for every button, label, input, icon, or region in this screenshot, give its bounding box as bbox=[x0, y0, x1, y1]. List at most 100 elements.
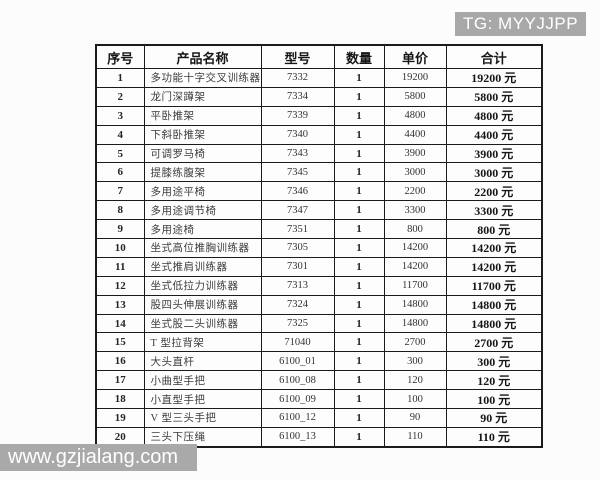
cell-no: 7 bbox=[95, 181, 145, 202]
cell-name: 坐式低拉力训练器 bbox=[143, 275, 262, 296]
table-row: 18 小直型手把 6100_09 1 100 100 元 bbox=[95, 389, 543, 410]
cell-name: 多用途平椅 bbox=[143, 181, 262, 202]
cell-unit_price: 300 bbox=[383, 351, 447, 372]
cell-unit_price: 110 bbox=[383, 426, 447, 448]
cell-unit_price: 2200 bbox=[383, 181, 447, 202]
cell-no: 12 bbox=[95, 275, 145, 296]
table-row: 9 多用途椅 7351 1 800 800 元 bbox=[95, 219, 543, 240]
cell-total: 300 元 bbox=[445, 351, 543, 372]
cell-no: 15 bbox=[95, 332, 145, 353]
cell-unit_price: 14200 bbox=[383, 238, 447, 258]
cell-no: 9 bbox=[95, 219, 145, 240]
cell-unit_price: 3900 bbox=[383, 143, 447, 164]
cell-total: 4800 元 bbox=[445, 105, 543, 126]
cell-qty: 1 bbox=[333, 219, 385, 240]
cell-qty: 1 bbox=[333, 351, 385, 372]
cell-name: 小曲型手把 bbox=[143, 370, 262, 391]
table-row: 8 多用途调节椅 7347 1 3300 3300 元 bbox=[95, 200, 543, 221]
cell-total: 100 元 bbox=[445, 389, 543, 410]
cell-qty: 1 bbox=[333, 294, 385, 315]
cell-total: 120 元 bbox=[445, 370, 543, 391]
cell-model: 6100_09 bbox=[260, 389, 335, 410]
cell-unit_price: 800 bbox=[383, 219, 447, 240]
cell-model: 6100_08 bbox=[260, 370, 335, 391]
cell-total: 19200 元 bbox=[445, 68, 543, 88]
cell-unit_price: 11700 bbox=[383, 275, 447, 296]
cell-name: 三头下压绳 bbox=[143, 426, 262, 448]
cell-unit_price: 19200 bbox=[383, 68, 447, 88]
cell-no: 16 bbox=[95, 351, 145, 372]
cell-name: T 型拉背架 bbox=[143, 332, 262, 353]
table-row: 16 大头直杆 6100_01 1 300 300 元 bbox=[95, 351, 543, 372]
cell-model: 7334 bbox=[260, 86, 335, 107]
header-no: 序号 bbox=[95, 44, 145, 69]
cell-qty: 1 bbox=[333, 332, 385, 353]
table-row: 17 小曲型手把 6100_08 1 120 120 元 bbox=[95, 370, 543, 391]
cell-no: 2 bbox=[95, 86, 145, 107]
cell-name: 龙门深蹲架 bbox=[143, 86, 262, 107]
telegram-watermark: TG: MYYJJPP bbox=[455, 12, 586, 36]
cell-qty: 1 bbox=[333, 86, 385, 107]
cell-model: 7301 bbox=[260, 256, 335, 277]
cell-unit_price: 14800 bbox=[383, 313, 447, 334]
table-row: 14 坐式股二头训练器 7325 1 14800 14800 元 bbox=[95, 313, 543, 334]
cell-total: 5800 元 bbox=[445, 86, 543, 107]
cell-unit_price: 100 bbox=[383, 389, 447, 410]
cell-total: 90 元 bbox=[445, 408, 543, 428]
cell-name: 平卧推架 bbox=[143, 105, 262, 126]
header-qty: 数量 bbox=[333, 44, 385, 69]
cell-unit_price: 14200 bbox=[383, 256, 447, 277]
cell-model: 7345 bbox=[260, 162, 335, 183]
cell-model: 7346 bbox=[260, 181, 335, 202]
cell-model: 7332 bbox=[260, 68, 335, 88]
cell-name: 可调罗马椅 bbox=[143, 143, 262, 164]
table-row: 19 V 型三头手把 6100_12 1 90 90 元 bbox=[95, 408, 543, 428]
cell-unit_price: 90 bbox=[383, 408, 447, 428]
cell-model: 7324 bbox=[260, 294, 335, 315]
table-header-row: 序号 产品名称 型号 数量 单价 合计 bbox=[95, 44, 543, 69]
cell-no: 6 bbox=[95, 162, 145, 183]
cell-name: 多功能十字交叉训练器 bbox=[143, 68, 262, 88]
cell-qty: 1 bbox=[333, 313, 385, 334]
header-name: 产品名称 bbox=[143, 44, 262, 69]
cell-model: 7305 bbox=[260, 238, 335, 258]
cell-name: 股四头伸展训练器 bbox=[143, 294, 262, 315]
cell-qty: 1 bbox=[333, 124, 385, 145]
cell-name: 坐式股二头训练器 bbox=[143, 313, 262, 334]
table-row: 5 可调罗马椅 7343 1 3900 3900 元 bbox=[95, 143, 543, 164]
table-row: 7 多用途平椅 7346 1 2200 2200 元 bbox=[95, 181, 543, 202]
cell-model: 7340 bbox=[260, 124, 335, 145]
cell-qty: 1 bbox=[333, 68, 385, 88]
product-price-table: 序号 产品名称 型号 数量 单价 合计 1 多功能十字交叉训练器 7332 1 1920… bbox=[95, 44, 543, 448]
cell-no: 18 bbox=[95, 389, 145, 410]
cell-total: 800 元 bbox=[445, 219, 543, 240]
cell-unit_price: 5800 bbox=[383, 86, 447, 107]
cell-total: 2700 元 bbox=[445, 332, 543, 353]
cell-no: 14 bbox=[95, 313, 145, 334]
header-total: 合计 bbox=[445, 44, 543, 69]
table-row: 1 多功能十字交叉训练器 7332 1 19200 19200 元 bbox=[95, 68, 543, 88]
cell-model: 7325 bbox=[260, 313, 335, 334]
table-body: 1 多功能十字交叉训练器 7332 1 19200 19200 元 2 龙门深蹲架 7334 1 5… bbox=[95, 68, 543, 448]
cell-total: 4400 元 bbox=[445, 124, 543, 145]
cell-model: 7347 bbox=[260, 200, 335, 221]
cell-qty: 1 bbox=[333, 162, 385, 183]
cell-qty: 1 bbox=[333, 143, 385, 164]
cell-name: 多用途调节椅 bbox=[143, 200, 262, 221]
cell-no: 10 bbox=[95, 238, 145, 258]
cell-model: 6100_01 bbox=[260, 351, 335, 372]
cell-no: 4 bbox=[95, 124, 145, 145]
cell-total: 2200 元 bbox=[445, 181, 543, 202]
cell-name: 提膝练腹架 bbox=[143, 162, 262, 183]
table-row: 13 股四头伸展训练器 7324 1 14800 14800 元 bbox=[95, 294, 543, 315]
cell-name: 大头直杆 bbox=[143, 351, 262, 372]
cell-total: 3300 元 bbox=[445, 200, 543, 221]
cell-no: 19 bbox=[95, 408, 145, 428]
cell-name: 多用途椅 bbox=[143, 219, 262, 240]
cell-qty: 1 bbox=[333, 275, 385, 296]
cell-unit_price: 14800 bbox=[383, 294, 447, 315]
cell-qty: 1 bbox=[333, 105, 385, 126]
cell-no: 13 bbox=[95, 294, 145, 315]
cell-name: 坐式高位推胸训练器 bbox=[143, 238, 262, 258]
cell-unit_price: 3000 bbox=[383, 162, 447, 183]
